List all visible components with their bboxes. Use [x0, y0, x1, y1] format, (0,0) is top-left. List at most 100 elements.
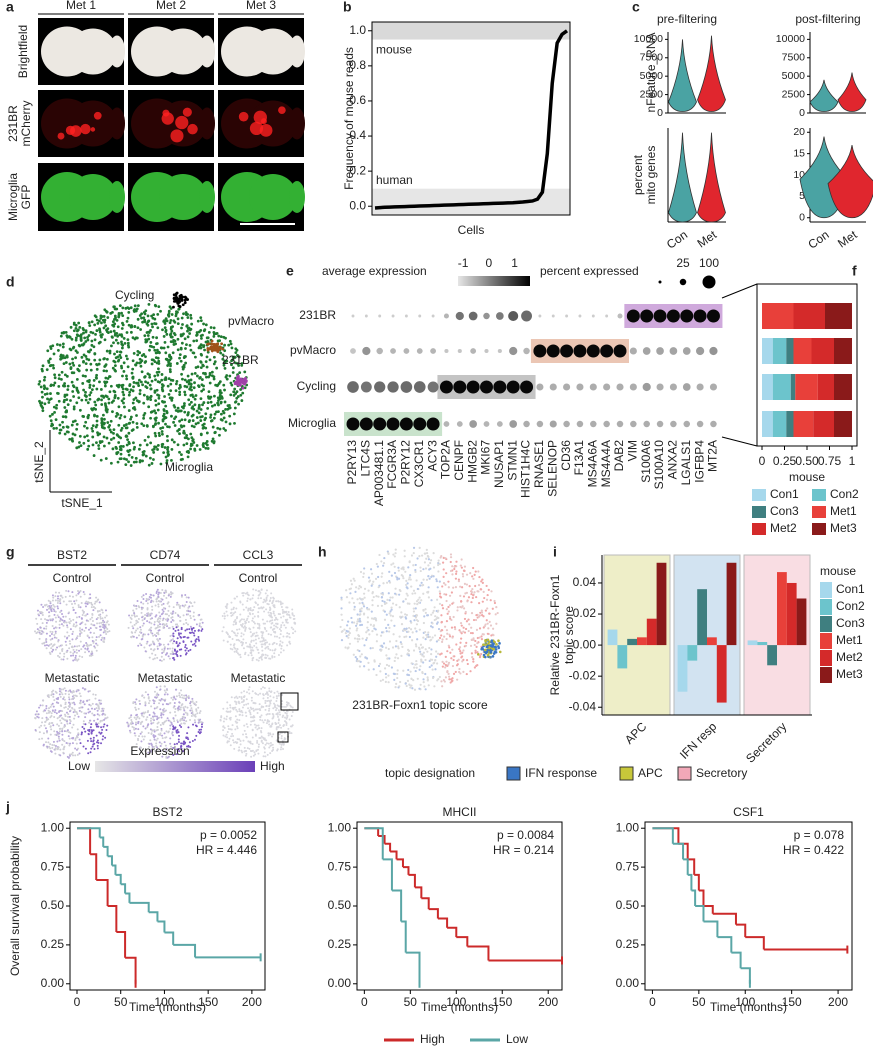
cell-dot	[86, 416, 90, 420]
cell-dot	[148, 383, 152, 387]
cell-dot	[186, 335, 190, 339]
cell-dot	[71, 384, 75, 388]
cell-dot	[180, 326, 183, 330]
cell-dot	[116, 334, 120, 338]
cell-dot	[346, 624, 349, 627]
cell-dot	[484, 609, 487, 612]
cell-dot	[202, 322, 205, 326]
cell-dot	[186, 732, 189, 735]
cell-dot	[241, 386, 245, 390]
cell-dot	[71, 751, 74, 754]
cell-dot	[169, 364, 172, 368]
cell-dot	[145, 386, 149, 390]
cell-dot	[96, 398, 100, 402]
cell-dot	[234, 647, 237, 650]
cell-dot	[142, 597, 145, 600]
cell-dot	[250, 696, 253, 699]
cell-dot	[189, 327, 193, 331]
cell-dot	[138, 459, 142, 462]
cell-dot	[103, 380, 107, 384]
cell-dot	[90, 601, 93, 604]
cell-dot	[160, 378, 164, 382]
cell-dot	[99, 388, 103, 391]
cell-dot	[78, 591, 81, 594]
cell-dot	[360, 653, 363, 656]
cell-dot	[458, 667, 461, 671]
cell-dot	[187, 636, 190, 639]
cell-dot	[186, 313, 189, 316]
cell-dot	[252, 701, 255, 704]
cell-dot	[258, 624, 261, 627]
cell-dot	[83, 435, 87, 439]
band	[372, 188, 570, 215]
cell-dot	[134, 706, 137, 709]
cell-dot	[198, 623, 201, 626]
cell-dot	[262, 622, 265, 625]
cell-dot	[412, 607, 415, 610]
cell-dot	[455, 570, 458, 573]
cell-dot	[112, 359, 116, 363]
dot	[670, 420, 677, 428]
cell-dot	[183, 722, 186, 725]
cell-dot	[218, 433, 221, 437]
cell-dot	[53, 376, 57, 380]
cell-dot	[195, 444, 199, 447]
cell-dot	[237, 402, 240, 406]
cell-dot	[84, 362, 88, 365]
cell-dot	[91, 702, 94, 705]
cell-dot	[65, 374, 69, 378]
cell-dot	[225, 377, 229, 381]
cell-dot	[234, 611, 237, 614]
cell-dot	[50, 643, 53, 646]
cell-dot	[60, 688, 63, 691]
cell-dot	[177, 307, 181, 311]
cell-dot	[54, 599, 57, 602]
cell-dot	[136, 599, 139, 602]
cell-dot	[210, 349, 214, 353]
cell-dot	[220, 715, 223, 718]
cell-dot	[177, 709, 180, 712]
cell-dot	[72, 648, 75, 651]
cell-dot	[253, 751, 256, 754]
cell-dot	[159, 592, 162, 595]
cell-dot	[133, 716, 136, 719]
cell-dot	[121, 323, 125, 327]
dot	[576, 420, 584, 428]
cell-dot	[279, 643, 282, 646]
cell-dot	[151, 608, 154, 611]
cell-dot	[78, 627, 81, 630]
cell-dot	[109, 438, 113, 441]
cell-dot	[436, 598, 439, 601]
cell-dot	[148, 656, 151, 659]
cell-dot	[254, 753, 257, 756]
cell-dot	[131, 359, 135, 363]
cell-dot	[253, 632, 256, 635]
cell-dot	[234, 400, 238, 404]
bar-segment	[790, 374, 796, 400]
cell-dot	[60, 623, 63, 626]
cell-dot	[195, 700, 198, 703]
cell-dot	[281, 705, 284, 708]
cell-dot	[55, 712, 58, 715]
cell-dot	[53, 730, 56, 733]
cell-dot	[218, 339, 222, 343]
cell-dot	[184, 311, 188, 314]
tumor-signal	[260, 118, 267, 125]
cell-dot	[78, 702, 81, 705]
cell-dot	[79, 699, 82, 702]
dot	[444, 348, 449, 354]
column-label: MT2A	[706, 440, 720, 472]
cell-dot	[108, 390, 112, 394]
cell-dot	[206, 406, 210, 410]
cell-dot	[167, 609, 170, 612]
cell-dot	[247, 609, 250, 612]
cell-dot	[95, 725, 98, 728]
cell-dot	[41, 622, 44, 625]
cell-dot	[133, 605, 136, 608]
cell-dot	[283, 624, 286, 627]
cell-dot	[126, 306, 130, 310]
cell-dot	[251, 646, 254, 649]
cell-dot	[49, 630, 52, 633]
cell-dot	[100, 638, 103, 641]
cell-dot	[383, 556, 386, 560]
